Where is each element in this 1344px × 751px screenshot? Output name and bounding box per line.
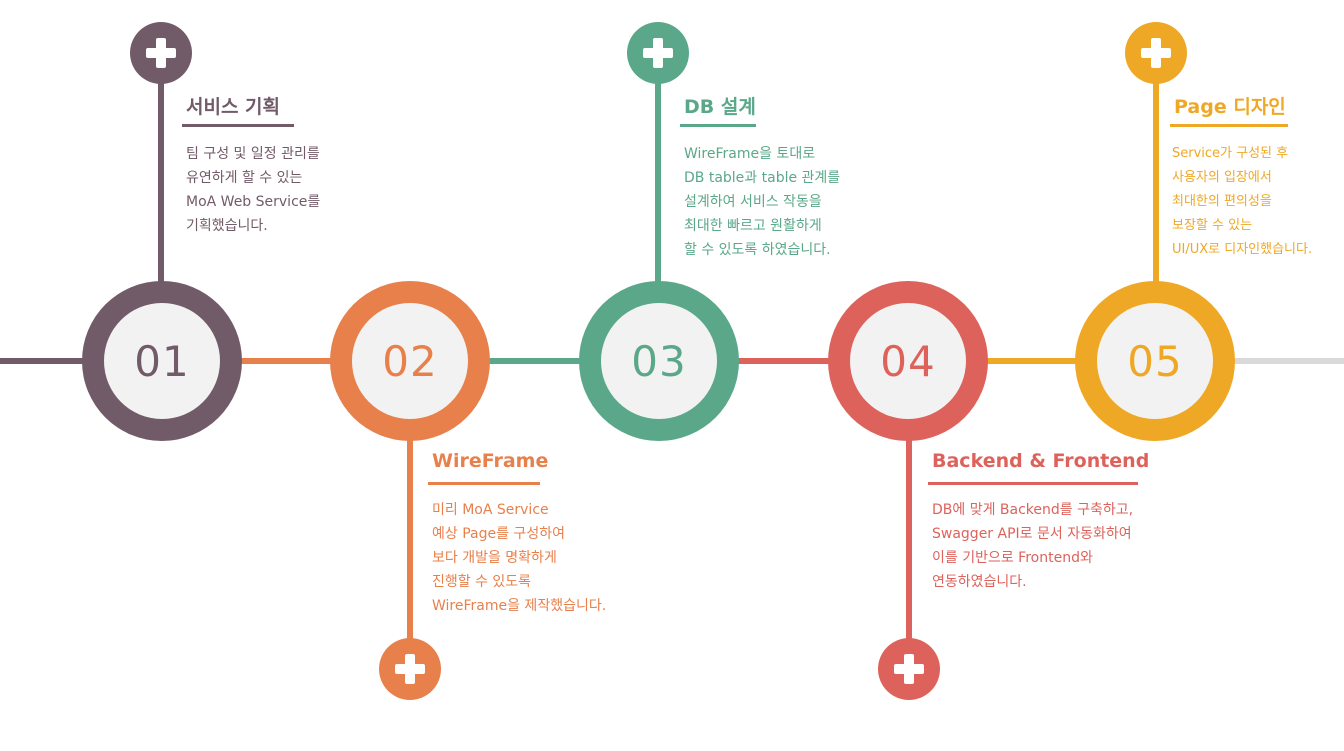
timeline-track-start (0, 358, 90, 364)
step-5-title: Page 디자인 (1174, 96, 1286, 118)
plus-icon-vertical (405, 654, 415, 684)
step-4-title-underline (928, 482, 1138, 485)
plus-icon-vertical (1151, 38, 1161, 68)
step-1-line: 유연하게 할 수 있는 (186, 170, 303, 186)
step-1-node-inner: 01 (104, 303, 220, 419)
step-3-title: DB 설계 (684, 96, 756, 118)
step-4-line: DB에 맞게 Backend를 구축하고, (932, 502, 1134, 518)
step-1-line: MoA Web Service를 (186, 194, 321, 210)
step-4-number: 04 (880, 336, 936, 386)
step-1-line: 기획했습니다. (186, 218, 268, 234)
step-5-node-inner: 05 (1097, 303, 1213, 419)
step-3-stem (655, 80, 661, 285)
step-5-line: 보장할 수 있는 (1172, 218, 1253, 233)
step-2-line: 미리 MoA Service (432, 502, 549, 518)
step-1-node: 01 (82, 281, 242, 441)
plus-icon-vertical (156, 38, 166, 68)
step-4-node-inner: 04 (850, 303, 966, 419)
timeline-track-3-4 (735, 358, 835, 364)
step-4-stem (906, 438, 912, 640)
step-2-line: 진행할 수 있도록 (432, 574, 532, 590)
step-3-description: WireFrame을 토대로 DB table과 table 관계를 설계하여 … (684, 142, 840, 262)
step-2-title-underline (428, 482, 540, 485)
step-2-description: 미리 MoA Service 예상 Page를 구성하여 보다 개발을 명확하게… (432, 498, 606, 618)
step-1-title: 서비스 기획 (186, 96, 281, 118)
step-2-line: 예상 Page를 구성하여 (432, 526, 565, 542)
step-4-line: Swagger API로 문서 자동화하여 (932, 526, 1132, 542)
step-2-plus-button[interactable] (379, 638, 441, 700)
step-2-node: 02 (330, 281, 490, 441)
step-4-plus-button[interactable] (878, 638, 940, 700)
step-5-line: 최대한의 편의성을 (1172, 194, 1272, 209)
step-3-line: 최대한 빠르고 원활하게 (684, 218, 822, 234)
step-5-description: Service가 구성된 후 사용자의 입장에서 최대한의 편의성을 보장할 수… (1172, 142, 1312, 262)
step-1-line: 팀 구성 및 일정 관리를 (186, 146, 320, 162)
step-3-line: DB table과 table 관계를 (684, 170, 841, 186)
step-3-number: 03 (631, 336, 687, 386)
step-5-line: 사용자의 입장에서 (1172, 170, 1272, 185)
plus-icon-vertical (653, 38, 663, 68)
step-4-title: Backend & Frontend (932, 450, 1150, 472)
step-1-title-underline (182, 124, 294, 127)
step-4-line: 이를 기반으로 Frontend와 (932, 550, 1093, 566)
step-3-node: 03 (579, 281, 739, 441)
step-1-number: 01 (134, 336, 190, 386)
step-3-title-underline (680, 124, 756, 127)
step-2-node-inner: 02 (352, 303, 468, 419)
step-1-stem (158, 80, 164, 285)
plus-icon-vertical (904, 654, 914, 684)
step-3-node-inner: 03 (601, 303, 717, 419)
step-2-stem (407, 438, 413, 640)
step-2-number: 02 (382, 336, 438, 386)
step-5-plus-button[interactable] (1125, 22, 1187, 84)
step-4-line: 연동하였습니다. (932, 574, 1027, 590)
step-4-node: 04 (828, 281, 988, 441)
step-5-stem (1153, 80, 1159, 285)
step-5-title-underline (1170, 124, 1288, 127)
step-5-line: Service가 구성된 후 (1172, 146, 1289, 161)
step-5-number: 05 (1127, 336, 1183, 386)
step-4-description: DB에 맞게 Backend를 구축하고, Swagger API로 문서 자동… (932, 498, 1133, 594)
step-3-line: 설계하여 서비스 작동을 (684, 194, 822, 210)
step-3-plus-button[interactable] (627, 22, 689, 84)
step-1-description: 팀 구성 및 일정 관리를 유연하게 할 수 있는 MoA Web Servic… (186, 142, 320, 238)
step-2-line: WireFrame을 제작했습니다. (432, 598, 607, 614)
step-1-plus-button[interactable] (130, 22, 192, 84)
step-5-line: UI/UX로 디자인했습니다. (1172, 242, 1313, 257)
step-3-line: 할 수 있도록 하였습니다. (684, 242, 831, 258)
step-3-line: WireFrame을 토대로 (684, 146, 816, 162)
timeline-track-4-5 (985, 358, 1085, 364)
step-5-node: 05 (1075, 281, 1235, 441)
step-2-line: 보다 개발을 명확하게 (432, 550, 557, 566)
timeline-track-1-2 (235, 358, 335, 364)
timeline-track-2-3 (485, 358, 585, 364)
step-2-title: WireFrame (432, 450, 549, 472)
timeline-track-end (1230, 358, 1344, 364)
